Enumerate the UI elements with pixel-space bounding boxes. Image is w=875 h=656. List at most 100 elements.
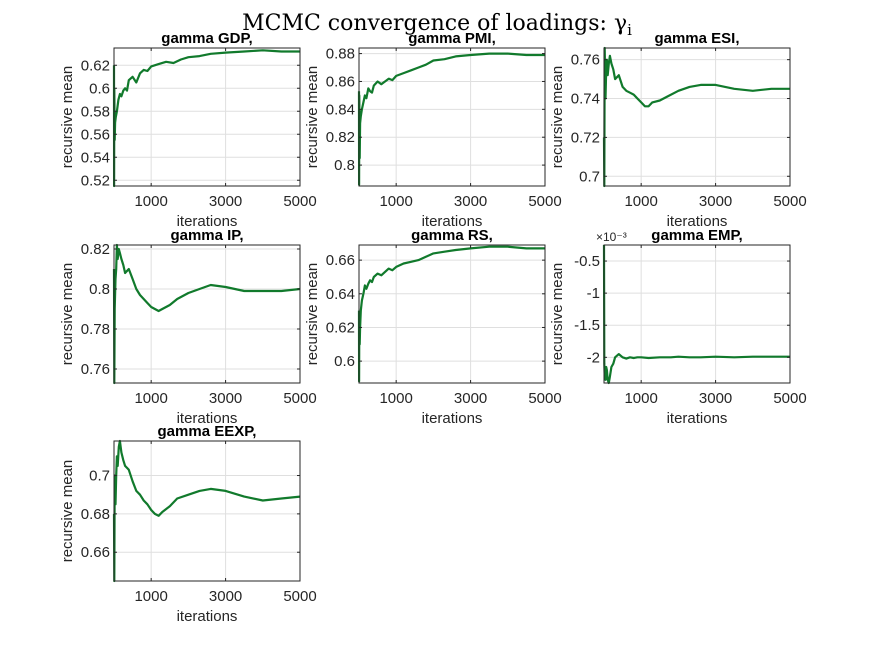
y-tick-label: 0.84	[326, 101, 355, 118]
subplot-title: gamma ESI,	[654, 30, 739, 47]
x-tick-label: 1000	[379, 390, 412, 407]
subplot-6: 1000 3000 5000 -2 -1.5 -1 -0.5 ×10⁻³ iterations r…	[549, 227, 807, 427]
series-line	[602, 46, 790, 188]
plot-area	[604, 48, 790, 186]
plot-area	[114, 245, 300, 383]
series-line	[357, 245, 545, 383]
figure-title-subscript: i	[627, 21, 632, 39]
x-axis-label: iterations	[177, 410, 238, 427]
y-tick-label: 0.56	[81, 126, 110, 143]
x-axis-label: iterations	[177, 608, 238, 625]
y-axis-label: recursive mean	[59, 460, 76, 563]
x-tick-label: 5000	[283, 588, 316, 605]
subplot-title: gamma EEXP,	[158, 423, 257, 440]
subplot-4: 1000 3000 5000 0.76 0.78 0.8 0.82 iterations rec…	[59, 227, 317, 427]
y-tick-label: 0.64	[326, 286, 355, 303]
y-tick-label: 0.7	[89, 468, 110, 485]
x-tick-label: 1000	[624, 390, 657, 407]
x-tick-label: 1000	[134, 193, 167, 210]
y-tick-label: 0.6	[334, 353, 355, 370]
series-line	[112, 439, 301, 583]
x-axis-label: iterations	[422, 410, 483, 427]
x-tick-label: 1000	[379, 193, 412, 210]
series-line	[357, 52, 545, 186]
subplot-title: gamma IP,	[170, 227, 243, 244]
subplot-title: gamma PMI,	[408, 30, 496, 47]
y-tick-label: 0.72	[571, 129, 600, 146]
y-tick-label: 0.66	[326, 252, 355, 269]
y-axis-label: recursive mean	[59, 263, 76, 366]
axes-box	[358, 47, 546, 187]
x-tick-label: 3000	[209, 390, 242, 407]
subplot-title: gamma GDP,	[161, 30, 252, 47]
subplot-title: gamma RS,	[411, 227, 493, 244]
y-tick-label: 0.58	[81, 103, 110, 120]
y-axis-label: recursive mean	[59, 66, 76, 169]
x-tick-label: 3000	[699, 193, 732, 210]
axes-box	[113, 244, 301, 384]
y-tick-label: 0.6	[89, 80, 110, 97]
y-axis-label: recursive mean	[549, 263, 566, 366]
y-tick-label: 0.82	[81, 241, 110, 258]
axes-box	[113, 47, 301, 187]
x-axis-label: iterations	[422, 213, 483, 230]
subplot-3: 1000 3000 5000 0.7 0.72 0.74 0.76 iterations rec…	[549, 30, 807, 230]
y-tick-label: 0.82	[326, 129, 355, 146]
subplot-7: 1000 3000 5000 0.66 0.68 0.7 iterations recursi…	[59, 423, 317, 625]
y-tick-label: 0.52	[81, 172, 110, 189]
y-axis-label: recursive mean	[304, 263, 321, 366]
y-tick-label: -1.5	[574, 317, 600, 334]
plot-area	[604, 245, 790, 383]
x-tick-label: 3000	[454, 193, 487, 210]
figure-title-text: MCMC convergence of loadings: γ	[242, 11, 627, 36]
x-tick-label: 3000	[209, 193, 242, 210]
axes-box	[358, 244, 546, 384]
x-axis-label: iterations	[177, 213, 238, 230]
x-tick-label: 5000	[283, 390, 316, 407]
x-axis-label: iterations	[667, 410, 728, 427]
y-tick-label: 0.7	[579, 168, 600, 185]
plot-area	[359, 48, 545, 186]
x-tick-label: 5000	[773, 390, 806, 407]
axes-box	[603, 47, 791, 187]
y-tick-label: -2	[587, 349, 600, 366]
figure-title: MCMC convergence of loadings: γi	[242, 11, 632, 39]
y-tick-label: 0.62	[81, 57, 110, 74]
y-tick-label: -0.5	[574, 253, 600, 270]
y-tick-label: 0.78	[81, 321, 110, 338]
x-tick-label: 5000	[528, 390, 561, 407]
subplot-5: 1000 3000 5000 0.6 0.62 0.64 0.66 iterations rec…	[304, 227, 562, 427]
y-tick-label: 0.86	[326, 73, 355, 90]
y-tick-label: 0.88	[326, 46, 355, 63]
plot-area	[359, 245, 545, 383]
x-tick-label: 5000	[283, 193, 316, 210]
y-axis-label: recursive mean	[549, 66, 566, 169]
y-tick-label: 0.62	[326, 319, 355, 336]
plot-area	[114, 441, 300, 581]
x-tick-label: 3000	[699, 390, 732, 407]
subplot-1: 1000 3000 5000 0.52 0.54 0.56 0.58 0.6 0.62 itera…	[59, 30, 317, 230]
y-tick-label: 0.8	[334, 157, 355, 174]
subplot-2: 1000 3000 5000 0.8 0.82 0.84 0.86 0.88 iteration…	[304, 30, 562, 230]
subplot-grid: 1000 3000 5000 0.52 0.54 0.56 0.58 0.6 0.62 itera…	[59, 30, 807, 625]
x-tick-label: 1000	[134, 588, 167, 605]
y-tick-label: 0.66	[81, 544, 110, 561]
y-tick-label: 0.74	[571, 91, 600, 108]
x-tick-label: 3000	[454, 390, 487, 407]
x-tick-label: 1000	[134, 390, 167, 407]
x-axis-label: iterations	[667, 213, 728, 230]
y-tick-label: 0.54	[81, 149, 110, 166]
axes-box	[113, 440, 301, 582]
series-line	[112, 243, 301, 385]
y-tick-label: 0.76	[571, 52, 600, 69]
plot-area	[114, 48, 300, 186]
x-tick-label: 5000	[528, 193, 561, 210]
series-line	[602, 244, 790, 385]
y-exponent-label: ×10⁻³	[596, 230, 627, 244]
y-tick-label: 0.8	[89, 281, 110, 298]
x-tick-label: 5000	[773, 193, 806, 210]
y-tick-label: -1	[587, 285, 600, 302]
x-tick-label: 3000	[209, 588, 242, 605]
y-axis-label: recursive mean	[304, 66, 321, 169]
